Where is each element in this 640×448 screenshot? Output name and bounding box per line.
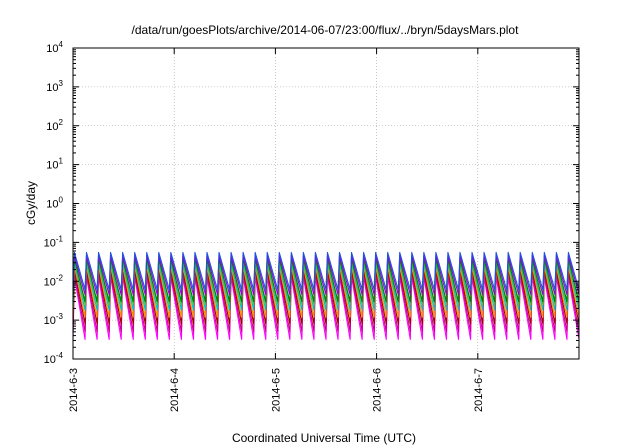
x-tick-label: 2014-6-7	[473, 368, 485, 412]
series-line-5	[72, 262, 580, 311]
x-tick-label: 2014-6-6	[372, 368, 384, 412]
y-tick-label: 10-3	[44, 312, 64, 327]
y-tick-label: 10-2	[44, 273, 64, 288]
series-group	[72, 251, 580, 340]
y-axis-label: cGy/day	[24, 181, 38, 225]
series-line-2	[72, 272, 580, 333]
series-line-8	[72, 255, 580, 296]
series-line-3	[72, 269, 580, 325]
series-line-7	[72, 258, 580, 303]
y-tick-label: 103	[46, 79, 63, 94]
y-tick-label: 102	[46, 118, 63, 133]
series-line-4	[72, 265, 580, 318]
y-tick-label: 100	[46, 196, 63, 211]
y-tick-label: 104	[46, 40, 63, 55]
y-tick-label: 10-4	[44, 351, 64, 366]
series-line-6	[72, 260, 580, 306]
chart-title: /data/run/goesPlots/archive/2014-06-07/2…	[132, 23, 520, 37]
x-tick-label: 2014-6-4	[169, 368, 181, 412]
x-tick-label: 2014-6-5	[270, 368, 282, 412]
y-tick-label: 101	[46, 157, 63, 172]
y-tick-label: 10-1	[44, 234, 64, 249]
axes: 10-4 10-3 10-2 10-1 100 101 102 103 104 2014-6-3 2…	[44, 40, 580, 412]
x-tick-label: 2014-6-3	[68, 368, 80, 412]
series-line-1	[72, 276, 580, 340]
series-line-9	[72, 251, 580, 291]
x-axis-label: Coordinated Universal Time (UTC)	[232, 431, 416, 445]
